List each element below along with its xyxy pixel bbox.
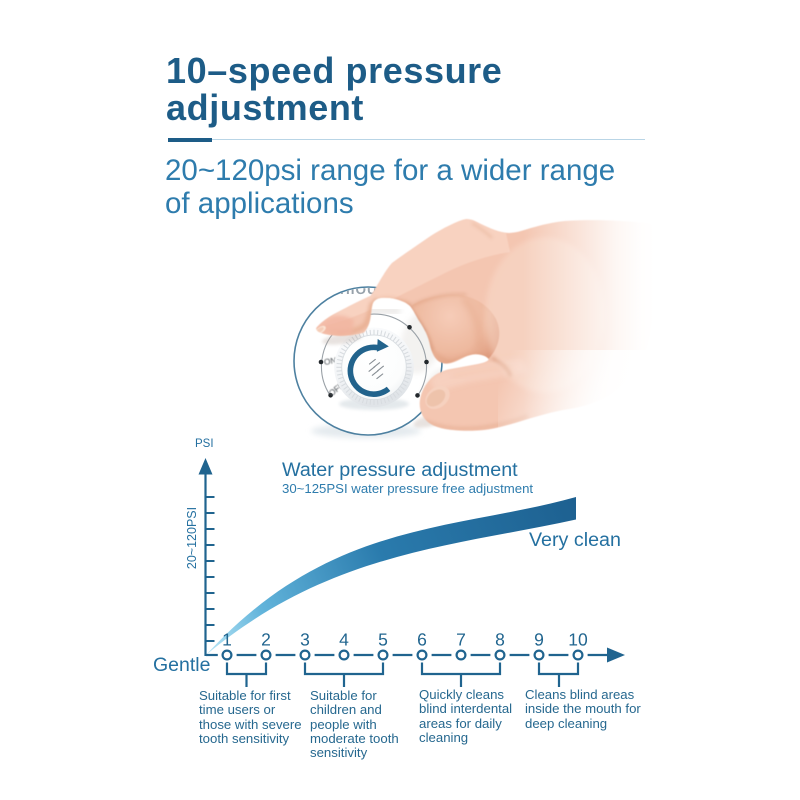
svg-text:ON: ON [323, 355, 337, 367]
svg-text:10: 10 [568, 629, 588, 649]
svg-text:8: 8 [495, 629, 505, 649]
svg-text:1: 1 [222, 629, 232, 649]
svg-text:4: 4 [339, 629, 349, 649]
svg-text:6: 6 [417, 629, 427, 649]
svg-text:9: 9 [534, 629, 544, 649]
svg-text:7: 7 [456, 629, 466, 649]
svg-text:HIOU: HIOU [340, 282, 378, 297]
svg-text:5: 5 [378, 629, 388, 649]
svg-text:3: 3 [300, 629, 310, 649]
svg-text:2: 2 [261, 629, 271, 649]
